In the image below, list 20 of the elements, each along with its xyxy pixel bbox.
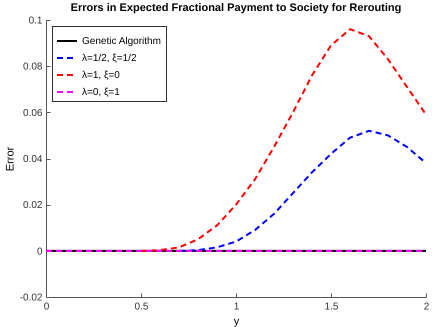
- legend-label: λ=0, ξ=1: [82, 87, 120, 98]
- legend-label: Genetic Algorithm: [82, 36, 161, 47]
- y-tick-label: 0.06: [23, 108, 43, 119]
- y-tick-label: -0.02: [20, 292, 43, 304]
- x-tick-label: 1: [234, 302, 240, 312]
- line-series: [178, 130, 426, 252]
- x-tick-label: 0.5: [134, 302, 149, 312]
- legend-label: λ=1, ξ=0: [82, 70, 120, 81]
- y-tick-label: 0: [36, 246, 43, 258]
- y-tick-label: 0.04: [23, 154, 43, 165]
- x-axis-title: y: [234, 316, 240, 327]
- x-tick-label: 2: [424, 302, 430, 312]
- x-tick-label: 1.5: [324, 302, 339, 312]
- y-axis-title: Error: [4, 146, 17, 172]
- chart-title: Errors in Expected Fractional Payment to Society for Rerouting: [70, 2, 402, 14]
- y-tick-label: 0.08: [23, 62, 43, 73]
- y-tick-label: 0.02: [23, 200, 43, 212]
- x-tick-label: 0: [44, 302, 50, 312]
- legend-label: λ=1/2, ξ=1/2: [82, 53, 137, 64]
- y-tick-label: 0.1: [28, 16, 43, 26]
